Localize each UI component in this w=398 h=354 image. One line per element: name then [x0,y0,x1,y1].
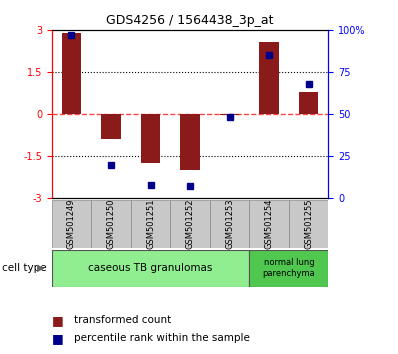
Bar [249,200,289,248]
Bar [52,200,91,248]
Bar [140,114,160,163]
Bar [52,250,249,287]
Bar [101,114,121,139]
Text: GSM501254: GSM501254 [265,199,273,249]
Bar [170,200,210,248]
Bar [180,114,200,170]
Text: GSM501251: GSM501251 [146,199,155,249]
Bar [259,42,279,114]
Bar [220,114,240,115]
Text: normal lung
parenchyma: normal lung parenchyma [262,258,315,278]
Text: transformed count: transformed count [74,315,171,325]
Bar [91,200,131,248]
Bar [289,200,328,248]
Bar [299,92,318,114]
Text: cell type: cell type [2,263,47,273]
Bar [131,200,170,248]
Text: ■: ■ [52,332,64,344]
Text: caseous TB granulomas: caseous TB granulomas [88,263,213,273]
Text: GSM501249: GSM501249 [67,199,76,249]
Text: GSM501250: GSM501250 [107,199,115,249]
Bar [210,200,249,248]
Title: GDS4256 / 1564438_3p_at: GDS4256 / 1564438_3p_at [106,14,274,27]
Text: GSM501253: GSM501253 [225,199,234,249]
Text: ■: ■ [52,314,64,327]
Bar [62,33,81,114]
Bar [249,250,328,287]
Text: GSM501255: GSM501255 [304,199,313,249]
Text: percentile rank within the sample: percentile rank within the sample [74,333,250,343]
Text: ▶: ▶ [37,263,44,273]
Text: GSM501252: GSM501252 [185,199,195,249]
